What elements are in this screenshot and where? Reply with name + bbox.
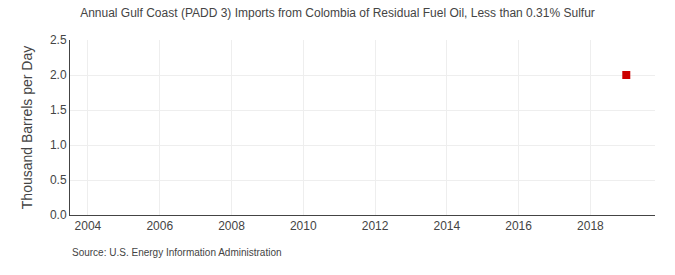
svg-text:2010: 2010: [290, 219, 317, 233]
svg-text:2012: 2012: [362, 219, 389, 233]
svg-text:Source: U.S. Energy Informatio: Source: U.S. Energy Information Administ…: [72, 247, 282, 258]
svg-text:2006: 2006: [146, 219, 173, 233]
svg-text:1.5: 1.5: [50, 103, 67, 117]
svg-text:Annual Gulf Coast (PADD 3) Imp: Annual Gulf Coast (PADD 3) Imports from …: [80, 6, 595, 20]
svg-text:0.5: 0.5: [50, 173, 67, 187]
svg-text:2018: 2018: [577, 219, 604, 233]
svg-text:0.0: 0.0: [50, 208, 67, 222]
svg-text:2004: 2004: [75, 219, 102, 233]
svg-text:2014: 2014: [433, 219, 460, 233]
svg-text:1.0: 1.0: [50, 138, 67, 152]
svg-text:2.0: 2.0: [50, 68, 67, 82]
svg-text:Thousand Barrels per Day: Thousand Barrels per Day: [19, 46, 35, 209]
svg-text:2008: 2008: [218, 219, 245, 233]
svg-text:2016: 2016: [505, 219, 532, 233]
svg-text:2.5: 2.5: [50, 33, 67, 47]
